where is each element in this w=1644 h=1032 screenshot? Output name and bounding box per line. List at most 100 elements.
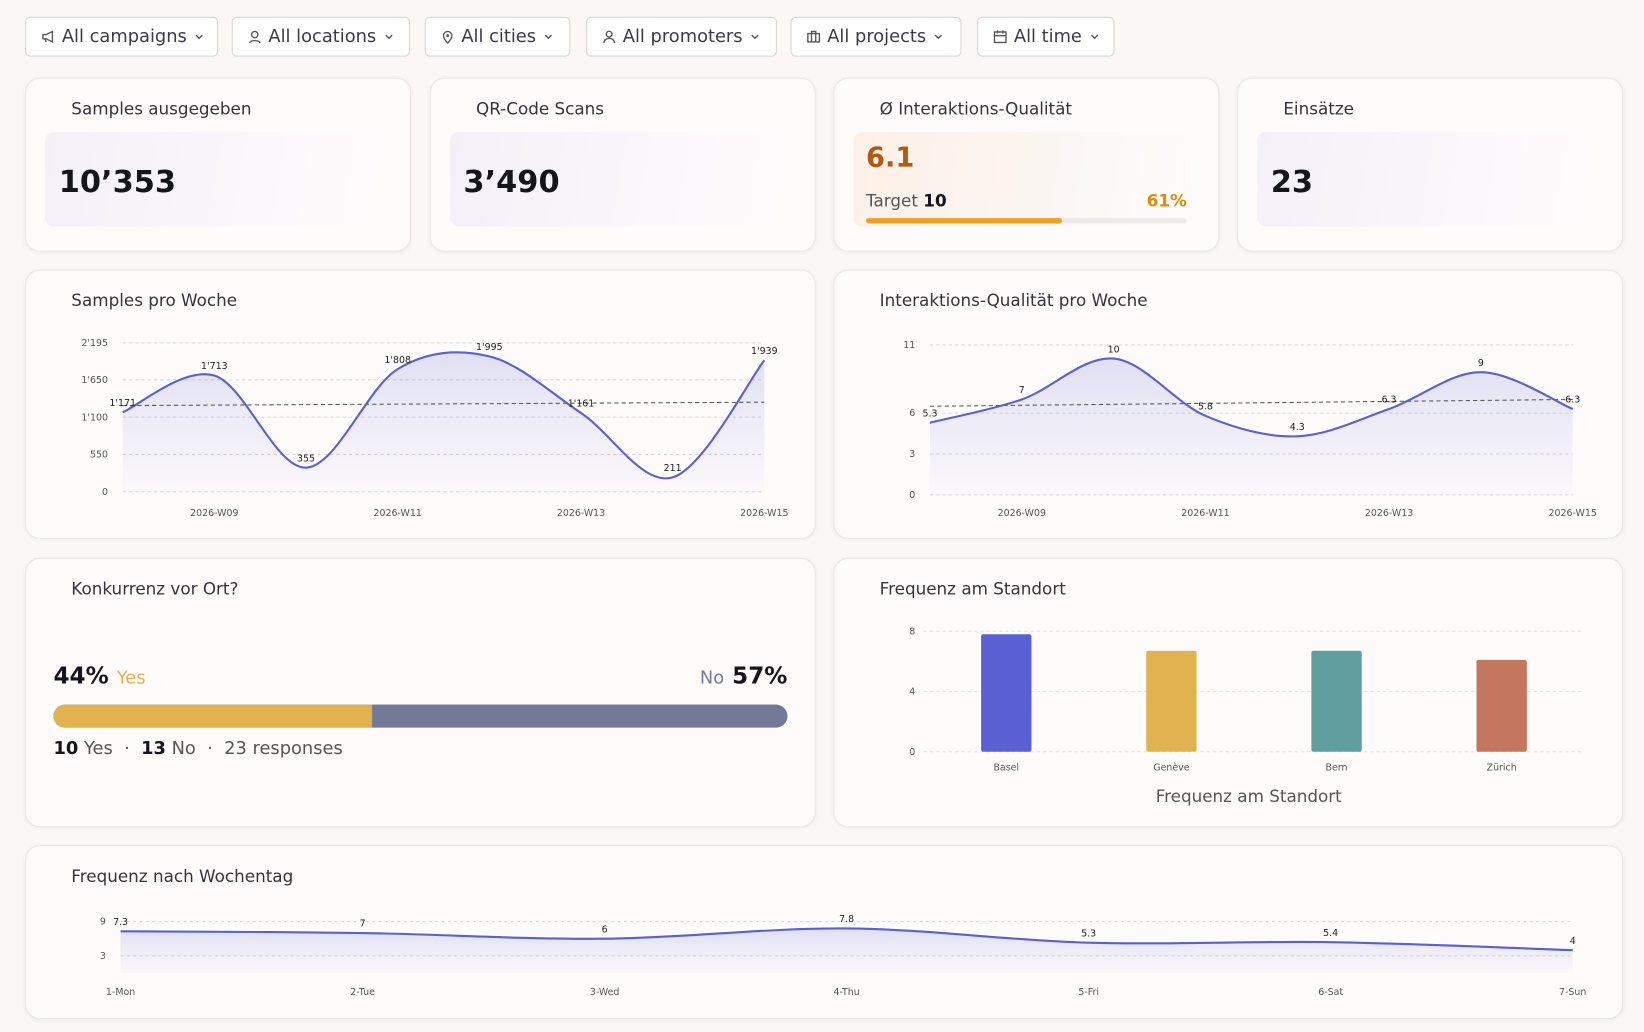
filter-campaigns[interactable]: All campaigns — [25, 16, 219, 57]
kpi-value: 23 — [1270, 163, 1314, 200]
data-label: 5.3 — [1081, 928, 1096, 939]
no-label: No — [171, 738, 196, 760]
x-tick-label: 3-Wed — [590, 987, 620, 998]
area — [122, 352, 765, 492]
chart: 0 4 8 Basel Genève Bern Zürich Frequenz am Stan… — [909, 626, 1585, 806]
chart-card: Interaktions-Qualität pro Woche 0 3 6 11 202… — [833, 269, 1624, 539]
y-tick-label: 3 — [909, 449, 915, 460]
bar — [1311, 650, 1362, 752]
data-label: 1'808 — [384, 355, 411, 366]
y-tick-label: 11 — [903, 340, 915, 351]
chevron — [195, 34, 204, 40]
filter-promoters[interactable]: All promoters — [586, 16, 777, 57]
x-tick-label: Genève — [1153, 763, 1189, 774]
y-tick-label: 8 — [909, 626, 915, 637]
data-label: 355 — [297, 453, 315, 464]
bar — [1476, 659, 1527, 752]
x-tick-label: 2026-W09 — [190, 508, 238, 519]
area — [929, 358, 1573, 495]
icon — [993, 30, 1007, 44]
no-count: 13 — [141, 738, 166, 760]
chart-title: Frequenz am Standort — [879, 578, 1066, 599]
no-segment — [372, 704, 788, 728]
total-count: 23 — [224, 738, 247, 760]
icon — [442, 30, 453, 44]
target-percent: 61% — [1146, 190, 1187, 211]
y-tick-label: 6 — [909, 408, 915, 419]
target-label: Target — [866, 190, 918, 211]
data-label: 5.4 — [1323, 928, 1338, 939]
kpi-value: 10’353 — [58, 163, 177, 200]
line — [929, 357, 1574, 438]
y-tick-label: 2'195 — [81, 338, 108, 349]
filter-cities[interactable]: All cities — [424, 16, 571, 57]
filter-projects[interactable]: All projects — [790, 16, 962, 57]
no-label: No — [699, 667, 725, 689]
x-tick-label: 2-Tue — [350, 987, 375, 998]
data-label: 211 — [664, 463, 682, 474]
data-label: 9 — [1478, 358, 1484, 369]
filter-label: All campaigns — [61, 26, 187, 48]
chevron — [1090, 34, 1099, 40]
x-tick-label: 2026-W09 — [998, 508, 1046, 519]
chart: 3 9 1-Mon 2-Tue 3-Wed 4-Thu 5-Fri 6-Sat 7-Sun 7.3… — [100, 914, 1586, 998]
competition-card: Konkurrenz vor Ort? 44% Yes No 57% 10 Ye… — [25, 557, 816, 828]
area — [120, 928, 1573, 973]
progress-fill — [866, 218, 1062, 224]
data-label: 1'161 — [568, 399, 595, 410]
x-tick-label: Basel — [993, 763, 1019, 774]
target-value: 10 — [923, 190, 947, 211]
x-tick-label: 2026-W13 — [1365, 508, 1413, 519]
filter-time[interactable]: All time — [977, 16, 1115, 57]
yes-count: 10 — [53, 738, 79, 760]
y-tick-label: 550 — [90, 450, 108, 461]
icon — [248, 30, 261, 44]
y-tick-label: 0 — [909, 747, 915, 758]
kpi-title: Ø Interaktions-Qualität — [879, 98, 1072, 119]
data-label: 1'939 — [751, 346, 778, 357]
x-tick-label: 2026-W15 — [740, 508, 788, 519]
kpi-title: Einsätze — [1283, 98, 1354, 119]
line — [122, 351, 766, 480]
chart: 0 550 1'100 1'650 2'195 2026-W09 2026-W11 2026-… — [81, 338, 788, 519]
data-label: 4.3 — [1290, 422, 1305, 433]
kpi-tile: 3’490 — [449, 132, 796, 227]
x-tick-label: 2026-W11 — [374, 508, 422, 519]
chevron — [545, 34, 553, 40]
x-tick-label: 5-Fri — [1078, 987, 1099, 998]
chevron — [935, 34, 943, 40]
kpi-value: 3’490 — [463, 163, 560, 200]
kpi-tile: 23 — [1257, 132, 1604, 227]
y-tick-label: 9 — [100, 917, 106, 928]
data-label: 6.3 — [1382, 395, 1397, 406]
chart-title: Interaktions-Qualität pro Woche — [879, 290, 1148, 311]
filter-label: All promoters — [622, 26, 743, 48]
x-tick-label: 4-Thu — [834, 987, 860, 998]
kpi-title: Samples ausgegeben — [71, 98, 252, 119]
data-label: 7 — [360, 919, 366, 930]
data-label: 5.8 — [1198, 402, 1213, 413]
filter-locations[interactable]: All locations — [231, 16, 410, 57]
filter-label: All cities — [461, 26, 537, 48]
x-tick-label: Zürich — [1487, 763, 1517, 774]
yes-segment — [53, 704, 373, 728]
split-bar — [53, 704, 788, 728]
chevron — [385, 34, 393, 40]
filter-label: All projects — [827, 26, 927, 48]
chart-title: Frequenz nach Wochentag — [71, 866, 294, 886]
bar — [1146, 650, 1197, 752]
data-label: 1'713 — [201, 361, 228, 372]
x-tick-label: 7-Sun — [1559, 987, 1586, 998]
filter-label: All time — [1013, 26, 1082, 48]
icon — [42, 30, 54, 44]
yes-label: Yes — [83, 738, 113, 760]
kpi-card: Ø Interaktions-Qualität 6.1 Target 10 61… — [833, 77, 1220, 252]
data-label: 10 — [1108, 344, 1120, 355]
chart: 0 3 6 11 2026-W09 2026-W11 2026-W13 2026-W15 5.3… — [903, 340, 1597, 519]
yes-percent: 44% — [53, 663, 109, 690]
x-tick-label: 1-Mon — [106, 987, 135, 998]
chart-card: Samples pro Woche 0 550 1'100 1'650 2'195 202… — [25, 269, 816, 539]
kpi-card: Einsätze 23 — [1237, 77, 1624, 252]
data-label: 1'171 — [109, 398, 136, 409]
y-tick-label: 1'100 — [81, 412, 108, 423]
